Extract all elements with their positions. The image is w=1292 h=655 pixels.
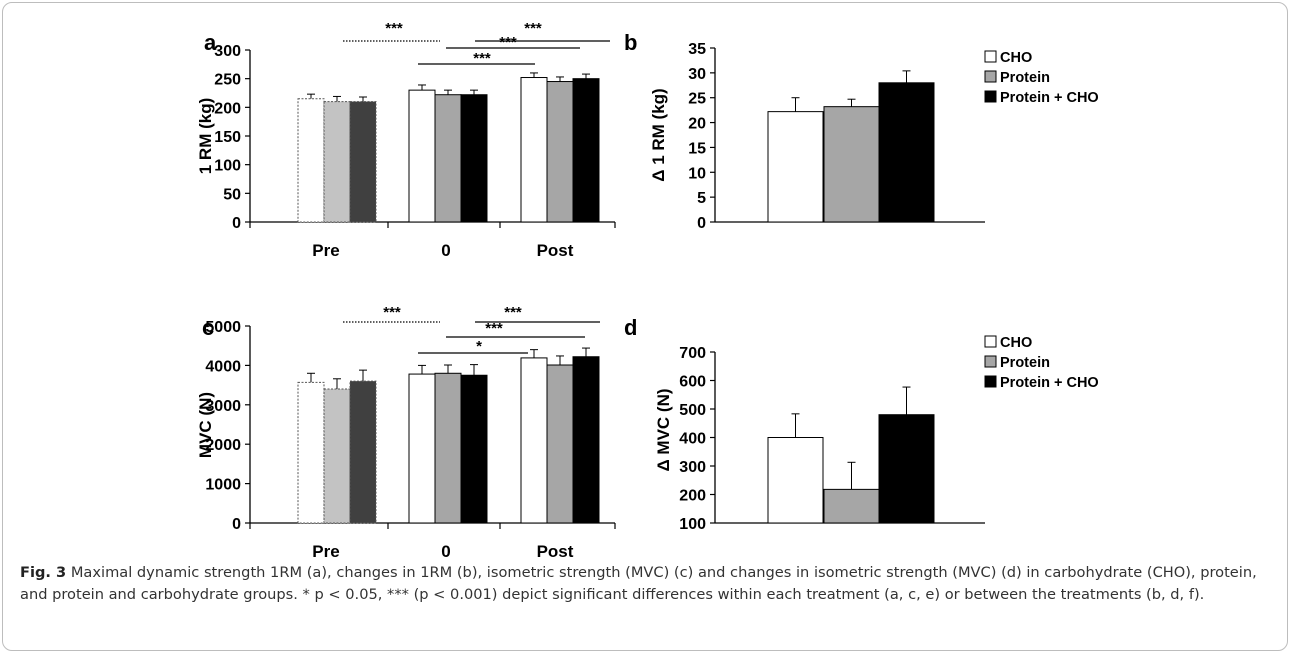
x-tick-label-a: Post [537,241,574,260]
y-tick-label-c: 1000 [205,477,241,494]
y-tick-label-b: 20 [688,116,706,133]
y-tick-label-c: 0 [232,516,241,533]
y-tick-label-d: 500 [679,402,706,419]
y-tick-label-d: 400 [679,431,706,448]
legend-swatch-b [984,50,997,63]
bar-a [572,78,600,223]
bar-a [520,77,548,223]
bar-c [323,388,351,524]
bar-a [323,101,351,223]
panel-a: a 1 RM (kg) 0 50 100 150 200 250 300 Pre 0 Post *** *… [196,20,616,260]
bar-a [460,94,488,223]
bar-c [434,372,462,524]
y-tick-label-a: 250 [214,72,241,89]
caption-figure-label: Fig. 3 [20,564,67,581]
bar-d [767,437,824,524]
significance-label-c: *** [383,304,401,321]
legend-label-d: Protein + CHO [1000,375,1099,391]
caption-text: Maximal dynamic strength 1RM (a), change… [20,564,1257,603]
legend-swatch-d [984,335,997,348]
bar-a [434,94,462,223]
y-tick-label-d: 600 [679,374,706,391]
bar-a [408,89,436,223]
y-tick-label-a: 300 [214,43,241,60]
y-tick-label-c: 5000 [205,319,241,336]
panel-label-b: b [624,30,637,55]
panel-b: b Δ 1 RM (kg) 0 5 10 15 20 25 30 35 CHO Protein Prot… [624,30,1099,232]
x-tick-label-a: Pre [312,241,339,260]
x-tick-label-c: 0 [441,542,450,560]
y-tick-label-a: 150 [214,129,241,146]
significance-label-a: *** [524,20,542,37]
bar-b [878,82,935,223]
y-tick-label-c: 4000 [205,358,241,375]
figure-caption: Fig. 3 Maximal dynamic strength 1RM (a),… [20,562,1270,606]
y-tick-label-a: 200 [214,100,241,117]
legend-swatch-b [984,70,997,83]
y-axis-label-a: 1 RM (kg) [196,98,215,175]
legend-label-d: Protein [1000,355,1050,371]
y-tick-label-b: 0 [697,215,706,232]
x-tick-label-c: Post [537,542,574,560]
bar-c [408,373,436,524]
panel-label-c: c [202,315,214,340]
bar-c [546,364,574,524]
y-tick-label-c: 2000 [205,437,241,454]
y-tick-label-b: 5 [697,190,706,207]
y-tick-label-b: 15 [688,140,706,157]
legend-swatch-d [984,375,997,388]
y-tick-label-a: 100 [214,158,241,175]
bar-c [297,381,325,524]
significance-label-c: * [476,338,482,355]
legend-label-d: CHO [1000,335,1032,351]
y-tick-label-d: 300 [679,459,706,476]
bar-d [878,414,935,524]
panel-label-d: d [624,315,637,340]
bar-c [460,374,488,524]
y-tick-label-d: 200 [679,488,706,505]
y-tick-label-c: 3000 [205,398,241,415]
x-tick-label-c: Pre [312,542,339,560]
y-tick-label-d: 100 [679,516,706,533]
bar-a [546,81,574,223]
bar-c [349,380,377,524]
legend-label-b: Protein [1000,70,1050,86]
bar-b [767,111,824,223]
legend-label-b: CHO [1000,50,1032,66]
y-tick-label-b: 25 [688,91,706,108]
bar-c [572,356,600,524]
panel-d: d Δ MVC (N) 100 200 300 400 500 600 700 CHO Protei… [624,315,1099,533]
legend-label-b: Protein + CHO [1000,90,1099,106]
y-tick-label-a: 50 [223,186,241,203]
y-tick-label-b: 30 [688,66,706,83]
significance-label-c: *** [485,320,503,337]
y-tick-label-d: 700 [679,345,706,362]
significance-label-a: *** [385,20,403,37]
significance-label-a: *** [499,34,517,51]
y-axis-label-c: MVC (N) [196,392,215,458]
bar-a [297,98,325,223]
y-axis-label-d: Δ MVC (N) [654,388,673,471]
bar-d [823,488,880,524]
panel-label-a: a [204,30,217,55]
bar-b [823,106,880,223]
legend-swatch-d [984,355,997,368]
bar-a [349,101,377,223]
y-tick-label-b: 35 [688,41,706,58]
significance-label-c: *** [504,304,522,321]
significance-label-a: *** [473,50,491,67]
x-tick-label-a: 0 [441,241,450,260]
y-axis-label-b: Δ 1 RM (kg) [649,88,668,181]
bar-c [520,357,548,524]
y-tick-label-a: 0 [232,215,241,232]
legend-swatch-b [984,90,997,103]
y-tick-label-b: 10 [688,165,706,182]
